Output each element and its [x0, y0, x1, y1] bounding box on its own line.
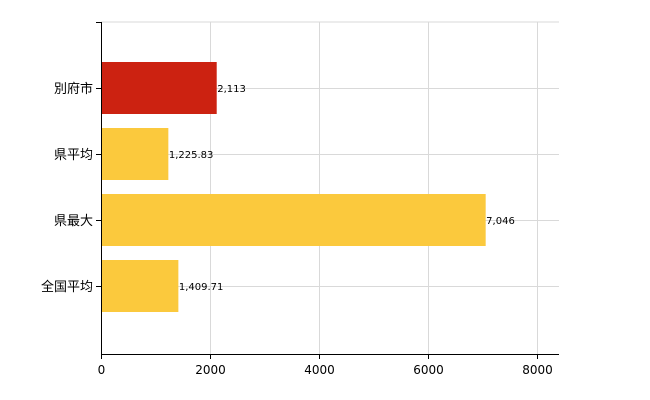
bar — [101, 62, 217, 114]
x-tick-label: 2000 — [195, 363, 226, 377]
category-label: 県最大 — [54, 214, 93, 229]
value-label: 7,046 — [486, 216, 515, 227]
category-label: 別府市 — [54, 81, 93, 97]
bars — [101, 62, 486, 312]
category-label: 全国平均 — [41, 279, 93, 295]
category-label: 県平均 — [54, 148, 93, 163]
bar — [101, 128, 169, 180]
bar — [101, 194, 486, 246]
x-tick-label: 8000 — [522, 363, 553, 377]
x-axis-ticks: 0 2000 4000 6000 8000 — [96, 22, 553, 377]
value-label: 2,113 — [217, 84, 246, 95]
axes — [101, 22, 559, 355]
x-tick-label: 6000 — [413, 363, 444, 377]
value-labels: 2,113 1,225.83 7,046 1,409.71 — [169, 84, 515, 293]
value-label: 1,225.83 — [169, 150, 214, 161]
x-tick-label: 0 — [98, 363, 106, 377]
value-label: 1,409.71 — [179, 282, 224, 293]
bar — [101, 260, 179, 312]
x-tick-label: 4000 — [304, 363, 335, 377]
